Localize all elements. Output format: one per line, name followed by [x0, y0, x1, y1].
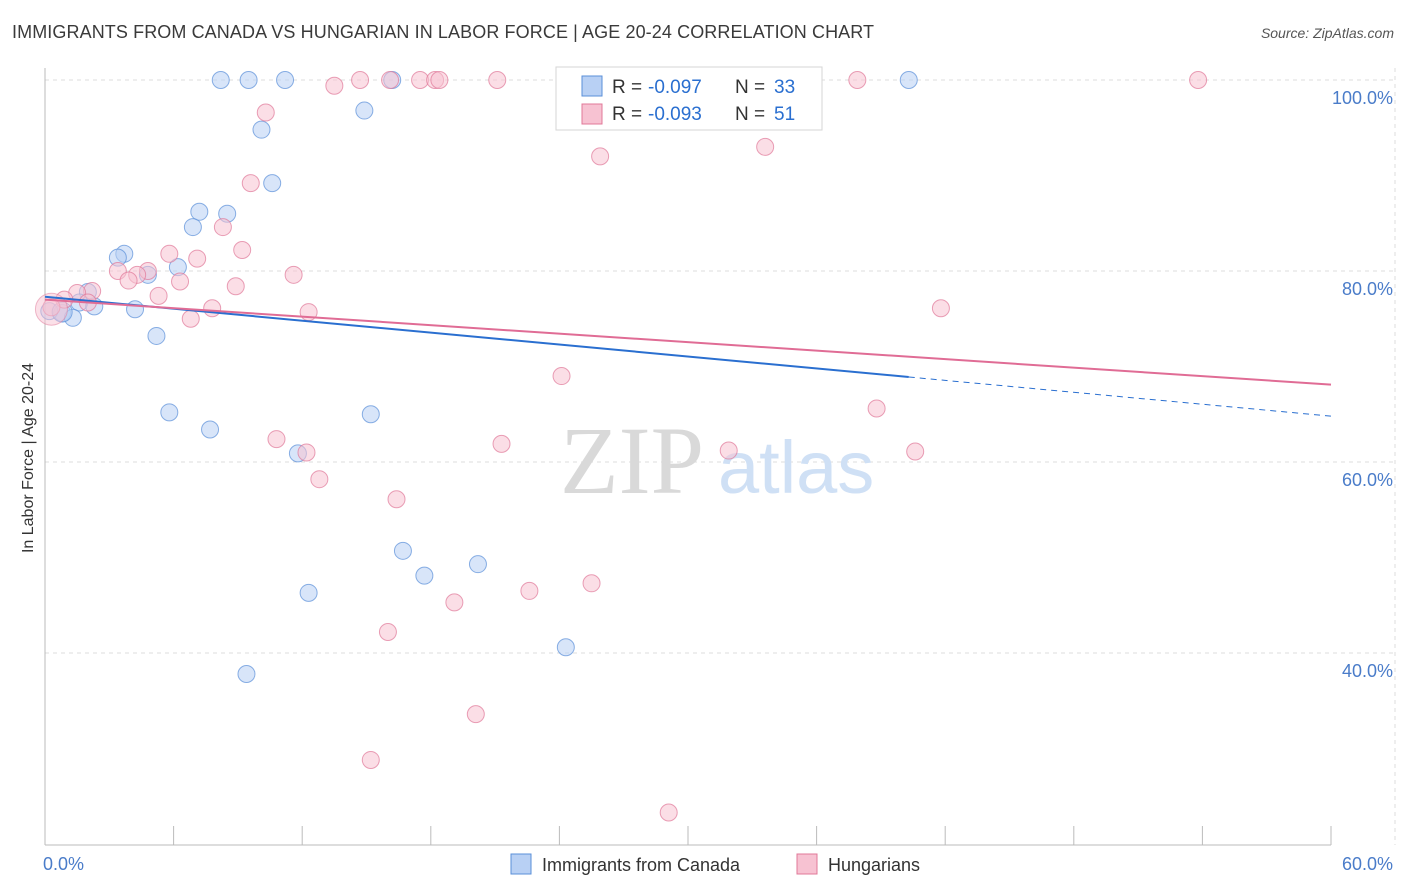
point-hungarian	[325, 76, 344, 95]
x-tick-labels: 0.0% 60.0%	[43, 854, 1393, 874]
point-hungarian	[591, 147, 610, 166]
point-canada	[126, 300, 145, 319]
series-immigrants-from-canada	[40, 71, 918, 684]
x-tick-label: 0.0%	[43, 854, 84, 874]
bottom-legend-blue-label: Immigrants from Canada	[542, 855, 741, 875]
point-hungarian	[267, 430, 286, 449]
stats-legend: R = -0.097 N = 33 R = -0.093 N = 51	[555, 66, 823, 131]
point-hungarian	[378, 622, 397, 641]
point-hungarian	[466, 705, 485, 724]
point-hungarian	[582, 574, 601, 593]
point-hungarian	[351, 71, 370, 89]
axes	[44, 68, 1332, 846]
point-hungarian	[411, 71, 430, 89]
x-tick-label: 60.0%	[1342, 854, 1393, 874]
point-hungarian	[119, 271, 138, 290]
point-canada	[263, 174, 282, 193]
point-canada	[556, 638, 575, 657]
bottom-legend-pink-label: Hungarians	[828, 855, 920, 875]
point-hungarian	[203, 299, 222, 318]
legend-blue-n-value: 33	[774, 77, 795, 98]
point-canada	[239, 71, 258, 89]
point-hungarian	[284, 265, 303, 284]
chart-title: IMMIGRANTS FROM CANADA VS HUNGARIAN IN L…	[12, 22, 875, 42]
point-hungarian	[1189, 71, 1208, 89]
point-canada	[361, 405, 380, 424]
y-tick-label: 100.0%	[1332, 88, 1393, 108]
legend-pink-n-label: N =	[735, 104, 765, 125]
point-hungarian	[297, 443, 316, 462]
point-canada	[237, 665, 256, 684]
point-hungarian	[181, 309, 200, 328]
point-canada	[160, 403, 179, 422]
point-hungarian	[659, 803, 678, 822]
point-canada	[147, 326, 166, 345]
point-hungarian	[552, 367, 571, 386]
watermark-atlas: atlas	[718, 426, 874, 509]
legend-blue-n-label: N =	[735, 77, 765, 98]
point-hungarian	[492, 434, 511, 453]
point-canada	[468, 555, 487, 574]
legend-pink-r-label: R =	[612, 104, 642, 125]
point-canada	[252, 120, 271, 139]
point-hungarian	[848, 71, 867, 89]
point-canada	[299, 583, 318, 602]
legend-blue-r-label: R =	[612, 77, 642, 98]
bottom-legend-swatch-blue	[510, 853, 532, 875]
point-canada	[415, 566, 434, 585]
point-hungarian	[906, 442, 925, 461]
legend-pink-r-value: -0.093	[648, 104, 702, 125]
point-hungarian	[310, 470, 329, 489]
point-hungarian	[867, 399, 886, 418]
point-canada	[211, 71, 230, 89]
point-hungarian	[445, 593, 464, 612]
point-hungarian	[149, 286, 168, 305]
point-hungarian	[381, 71, 400, 89]
point-canada	[190, 202, 209, 221]
legend-pink-n-value: 51	[774, 104, 795, 125]
series-legend: Immigrants from Canada Hungarians	[510, 853, 920, 875]
point-hungarian	[520, 581, 539, 600]
point-canada	[183, 218, 202, 237]
point-hungarian	[213, 218, 232, 237]
point-hungarian	[430, 71, 449, 89]
point-canada	[899, 71, 918, 89]
point-hungarian	[226, 277, 245, 296]
trend-canada-extension	[908, 376, 1332, 417]
source-label: Source: ZipAtlas.com	[1260, 25, 1394, 41]
point-hungarian	[188, 249, 207, 268]
legend-swatch-pink	[581, 103, 603, 125]
y-tick-label: 80.0%	[1342, 279, 1393, 299]
point-hungarian	[233, 240, 252, 259]
bottom-legend-swatch-pink	[796, 853, 818, 875]
point-canada	[355, 101, 374, 120]
point-hungarian	[719, 441, 738, 460]
point-hungarian	[756, 137, 775, 156]
trend-hungarians	[44, 298, 1332, 386]
point-hungarian	[387, 490, 406, 509]
point-hungarian	[931, 299, 950, 318]
legend-blue-r-value: -0.097	[648, 77, 702, 98]
y-tick-label: 40.0%	[1342, 661, 1393, 681]
point-hungarian	[171, 272, 190, 291]
point-canada	[276, 71, 295, 89]
point-canada	[201, 420, 220, 439]
y-tick-labels: 100.0% 80.0% 60.0% 40.0%	[1332, 88, 1393, 681]
point-hungarian	[361, 750, 380, 769]
point-hungarian	[488, 71, 507, 89]
y-tick-label: 60.0%	[1342, 470, 1393, 490]
trend-lines	[44, 295, 1332, 417]
legend-swatch-blue	[581, 75, 603, 97]
point-hungarian	[256, 103, 275, 122]
point-hungarian	[160, 244, 179, 263]
point-hungarian	[241, 174, 260, 193]
point-canada	[393, 541, 412, 560]
watermark-zip: ZIP	[560, 407, 704, 514]
